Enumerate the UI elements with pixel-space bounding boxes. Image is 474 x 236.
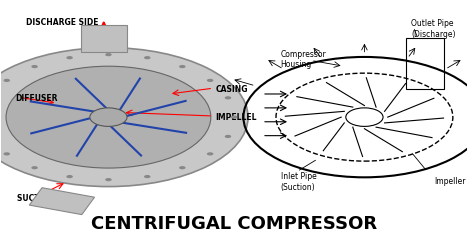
Text: Inlet Pipe
(Suction): Inlet Pipe (Suction) xyxy=(281,172,317,192)
Text: Compressor
Housing: Compressor Housing xyxy=(281,50,327,69)
Circle shape xyxy=(346,108,383,126)
Circle shape xyxy=(3,152,10,156)
Circle shape xyxy=(179,65,185,68)
Circle shape xyxy=(207,152,213,156)
Circle shape xyxy=(3,79,10,82)
Text: DISCHARGE SIDE: DISCHARGE SIDE xyxy=(26,18,98,27)
Text: Outlet Pipe
(Discharge): Outlet Pipe (Discharge) xyxy=(411,19,456,39)
Text: SUCTION SIDE: SUCTION SIDE xyxy=(18,194,78,203)
Circle shape xyxy=(231,115,237,119)
Circle shape xyxy=(105,178,112,181)
Text: CENTRIFUGAL COMPRESSOR: CENTRIFUGAL COMPRESSOR xyxy=(91,215,377,233)
Bar xyxy=(29,188,94,215)
Circle shape xyxy=(225,96,231,99)
Circle shape xyxy=(179,166,185,169)
Circle shape xyxy=(0,48,248,187)
FancyBboxPatch shape xyxy=(406,38,444,89)
Circle shape xyxy=(90,108,127,126)
Circle shape xyxy=(31,65,38,68)
Circle shape xyxy=(31,166,38,169)
Bar xyxy=(81,25,127,52)
Text: IMPELLEL: IMPELLEL xyxy=(216,113,257,122)
Circle shape xyxy=(144,175,151,178)
Circle shape xyxy=(207,79,213,82)
Text: Impeller: Impeller xyxy=(434,177,466,186)
Circle shape xyxy=(6,66,211,168)
Circle shape xyxy=(144,56,151,59)
Text: DIFFUSER: DIFFUSER xyxy=(15,94,58,103)
Circle shape xyxy=(66,56,73,59)
Circle shape xyxy=(66,175,73,178)
Circle shape xyxy=(105,53,112,56)
Circle shape xyxy=(225,135,231,138)
Text: CASING: CASING xyxy=(216,85,248,94)
